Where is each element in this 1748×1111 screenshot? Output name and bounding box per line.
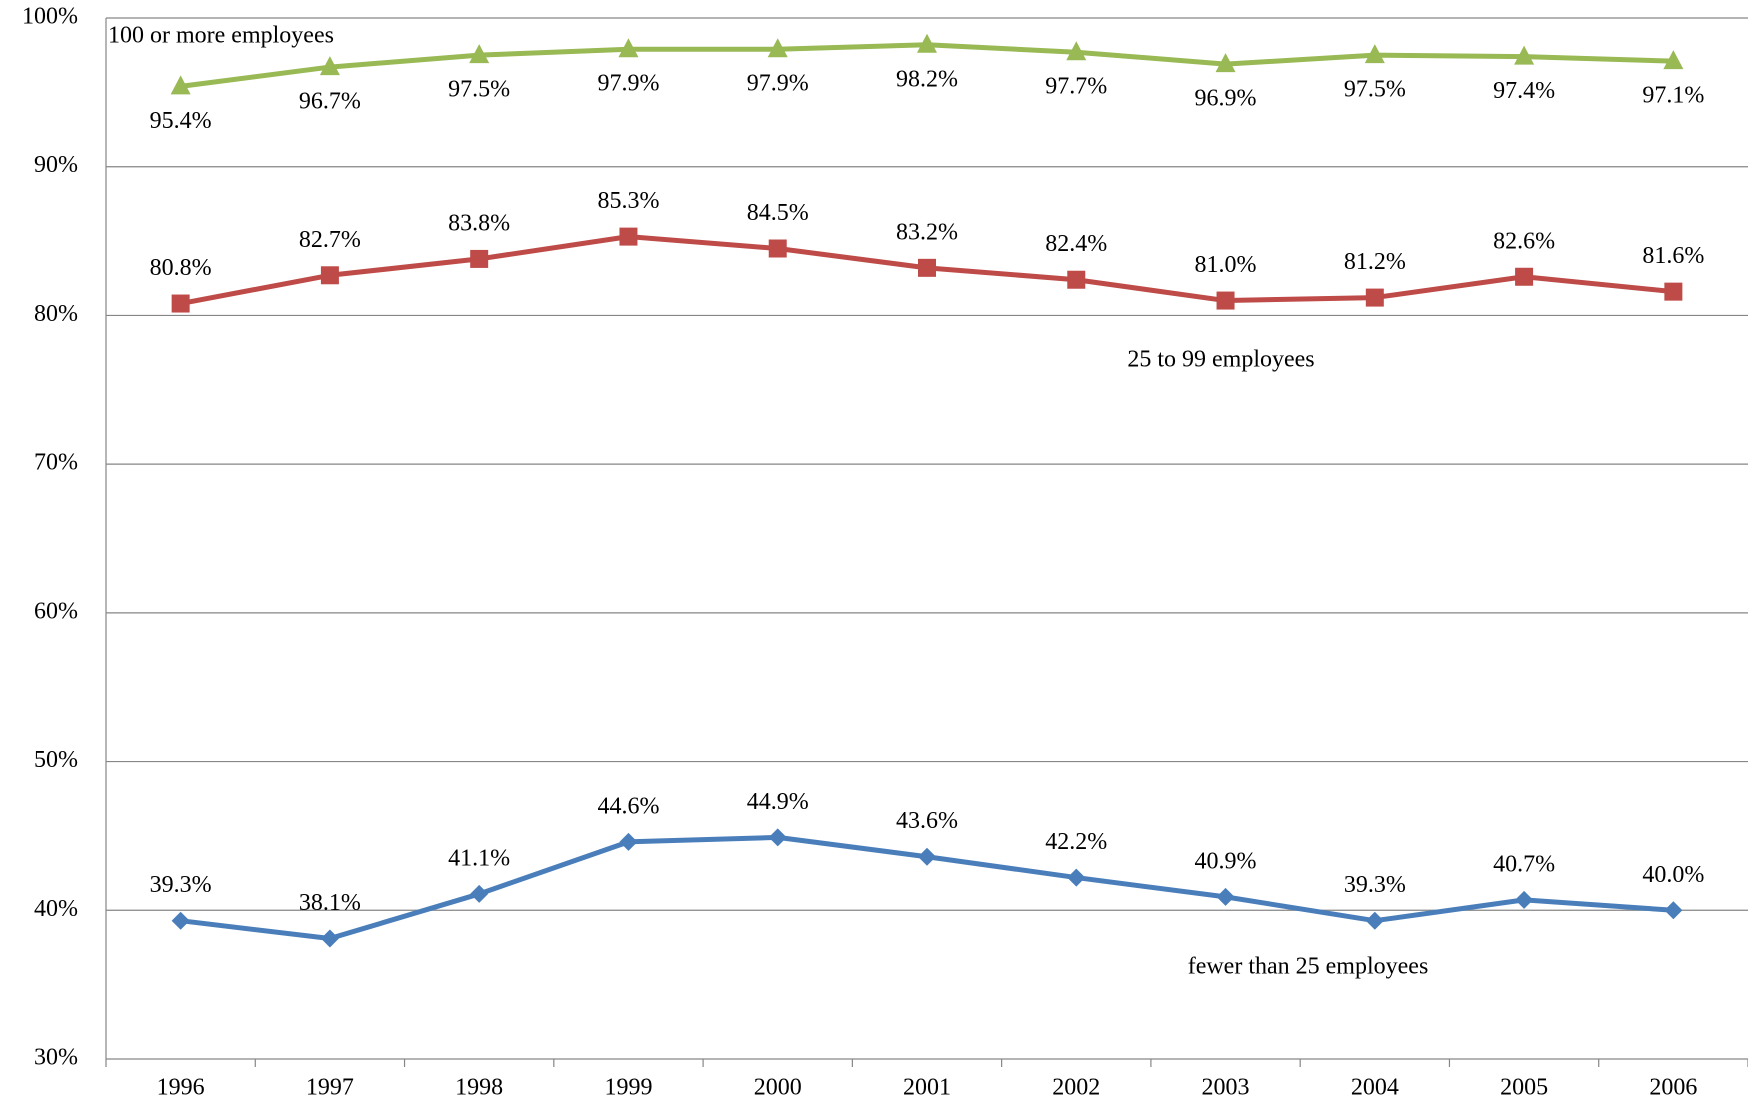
x-tick-label: 1999: [604, 1075, 652, 1101]
marker: [320, 266, 339, 285]
data-label: 97.5%: [1344, 77, 1406, 103]
data-label: 85.3%: [597, 188, 659, 214]
marker: [1216, 887, 1235, 906]
data-label: 84.5%: [747, 200, 809, 226]
data-label: 40.9%: [1195, 848, 1257, 874]
x-tick-label: 1998: [455, 1075, 503, 1101]
marker: [320, 929, 339, 948]
marker: [1664, 282, 1683, 301]
y-tick-label: 30%: [34, 1045, 78, 1071]
marker: [918, 258, 936, 277]
data-label: 43.6%: [896, 808, 958, 834]
data-label: 97.4%: [1493, 78, 1555, 104]
data-label: 83.8%: [448, 210, 510, 236]
marker: [1515, 267, 1534, 286]
marker: [618, 38, 639, 58]
marker: [1215, 53, 1236, 73]
marker: [918, 847, 936, 866]
x-tick-label: 2002: [1052, 1075, 1100, 1101]
data-label: 97.5%: [448, 77, 510, 103]
x-tick-label: 1997: [306, 1075, 354, 1101]
data-label: 39.3%: [150, 872, 212, 898]
data-label: 39.3%: [1344, 872, 1406, 898]
data-label: 97.7%: [1045, 74, 1107, 100]
data-label: 81.6%: [1642, 243, 1704, 269]
data-label: 40.0%: [1642, 862, 1704, 888]
marker: [1364, 44, 1385, 64]
marker: [619, 832, 638, 851]
marker: [619, 227, 638, 246]
marker: [768, 239, 787, 258]
data-label: 81.0%: [1195, 252, 1257, 278]
data-label: 44.9%: [747, 789, 809, 815]
x-tick-label: 1996: [157, 1075, 205, 1101]
data-label: 82.4%: [1045, 231, 1107, 257]
data-label: 80.8%: [150, 255, 212, 281]
marker: [470, 249, 489, 268]
marker: [470, 884, 489, 903]
marker: [1664, 901, 1683, 920]
data-label: 97.9%: [747, 71, 809, 97]
x-tick-label: 2003: [1202, 1075, 1250, 1101]
data-label: 81.2%: [1344, 249, 1406, 275]
data-label: 82.6%: [1493, 228, 1555, 254]
marker: [1515, 890, 1534, 909]
x-tick-label: 2006: [1649, 1075, 1697, 1101]
marker: [1365, 911, 1384, 930]
y-tick-label: 50%: [34, 747, 78, 773]
y-tick-label: 100%: [22, 4, 78, 30]
data-label: 96.9%: [1195, 86, 1257, 112]
marker: [469, 44, 490, 64]
data-label: 44.6%: [597, 793, 659, 819]
data-label: 97.1%: [1642, 83, 1704, 109]
marker: [1365, 288, 1384, 307]
data-label: 41.1%: [448, 845, 510, 871]
x-tick-label: 2005: [1500, 1075, 1548, 1101]
marker: [1066, 41, 1087, 61]
y-tick-label: 60%: [34, 598, 78, 624]
data-label: 97.9%: [597, 71, 659, 97]
data-label: 40.7%: [1493, 851, 1555, 877]
marker: [1216, 291, 1235, 310]
marker: [768, 828, 787, 847]
marker: [1663, 50, 1684, 70]
data-label: 83.2%: [896, 219, 958, 245]
data-label: 95.4%: [150, 108, 212, 134]
marker: [767, 38, 788, 58]
marker: [917, 33, 937, 53]
y-tick-label: 70%: [34, 450, 78, 476]
marker: [1067, 270, 1086, 289]
x-tick-label: 2004: [1351, 1075, 1399, 1101]
x-tick-label: 2000: [754, 1075, 802, 1101]
marker: [1067, 868, 1086, 887]
data-label: 38.1%: [299, 890, 361, 916]
y-tick-label: 80%: [34, 301, 78, 327]
y-tick-label: 40%: [34, 896, 78, 922]
marker: [319, 56, 340, 76]
marker: [171, 294, 190, 313]
series-label: 25 to 99 employees: [1127, 347, 1314, 373]
series-label: 100 or more employees: [108, 23, 334, 49]
data-label: 42.2%: [1045, 829, 1107, 855]
data-label: 96.7%: [299, 89, 361, 115]
data-label: 82.7%: [299, 227, 361, 253]
x-tick-label: 2001: [903, 1075, 951, 1101]
marker: [171, 911, 190, 930]
data-label: 98.2%: [896, 66, 958, 92]
y-tick-label: 90%: [34, 152, 78, 178]
marker: [170, 75, 191, 95]
series-label: fewer than 25 employees: [1188, 954, 1429, 980]
marker: [1514, 45, 1535, 65]
